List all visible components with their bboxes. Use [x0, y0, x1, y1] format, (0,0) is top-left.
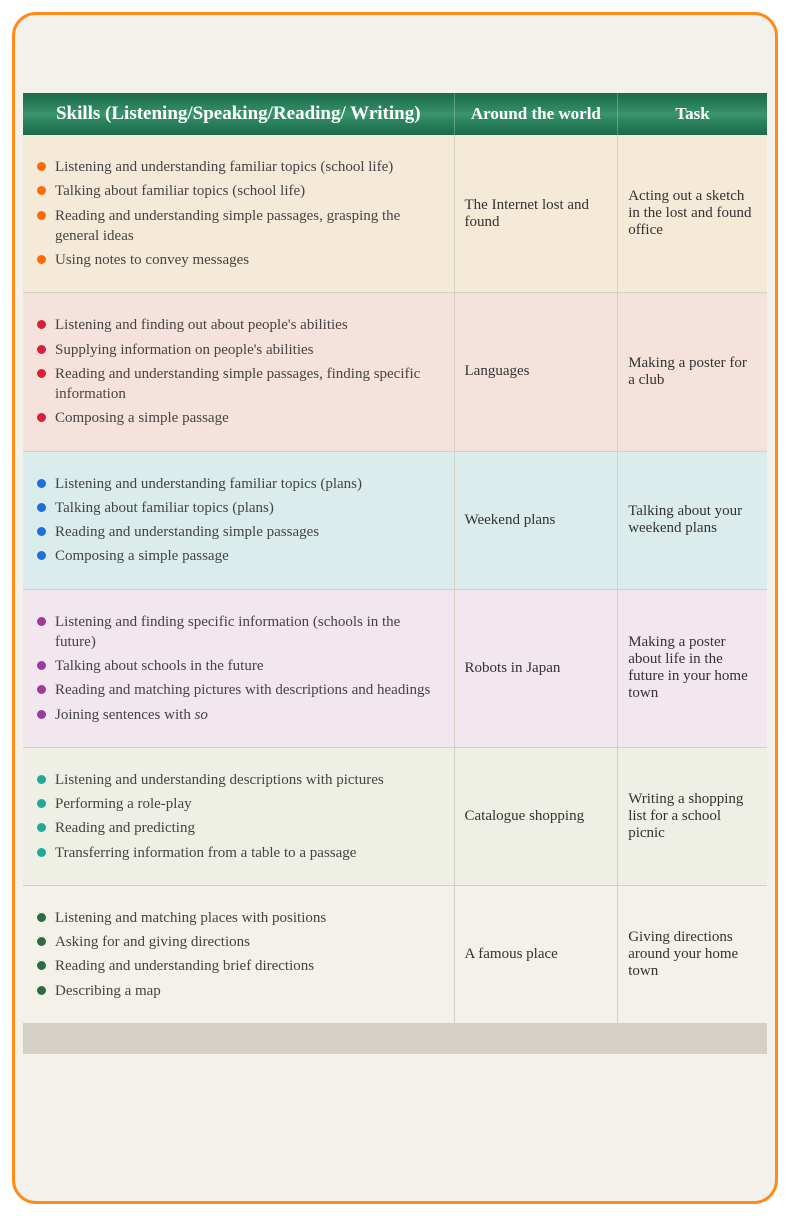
task-cell: Writing a shopping list for a school pic…	[618, 748, 767, 885]
skill-item: Performing a role-play	[35, 794, 444, 814]
task-cell: Acting out a sketch in the lost and foun…	[618, 135, 767, 292]
header-around: Around the world	[455, 93, 619, 135]
skill-item: Using notes to convey messages	[35, 250, 444, 270]
around-cell: Catalogue shopping	[455, 748, 619, 885]
table-body: Listening and understanding familiar top…	[23, 135, 767, 1024]
task-cell: Making a poster for a club	[618, 293, 767, 450]
skill-item: Transferring information from a table to…	[35, 843, 444, 863]
skill-item: Reading and understanding brief directio…	[35, 956, 444, 976]
skill-item: Reading and matching pictures with descr…	[35, 680, 444, 700]
skill-item: Reading and understanding simple passage…	[35, 522, 444, 542]
table-row: Listening and matching places with posit…	[23, 886, 767, 1024]
skills-cell: Listening and understanding familiar top…	[23, 135, 455, 292]
header-task: Task	[618, 93, 767, 135]
skills-cell: Listening and understanding descriptions…	[23, 748, 455, 885]
skill-item: Talking about schools in the future	[35, 656, 444, 676]
around-cell: Languages	[455, 293, 619, 450]
skill-item: Reading and understanding simple passage…	[35, 206, 444, 247]
skill-item: Talking about familiar topics (school li…	[35, 181, 444, 201]
skill-item: Listening and understanding familiar top…	[35, 474, 444, 494]
skill-item: Listening and finding out about people's…	[35, 315, 444, 335]
skill-item: Joining sentences with so	[35, 705, 444, 725]
skill-item: Reading and understanding simple passage…	[35, 364, 444, 405]
skill-item: Supplying information on people's abilit…	[35, 340, 444, 360]
skills-cell: Listening and understanding familiar top…	[23, 452, 455, 589]
around-cell: Weekend plans	[455, 452, 619, 589]
table-row: Listening and understanding descriptions…	[23, 748, 767, 886]
page-inner: Skills (Listening/Speaking/Reading/ Writ…	[23, 93, 767, 1193]
around-cell: Robots in Japan	[455, 590, 619, 747]
skill-item: Listening and matching places with posit…	[35, 908, 444, 928]
table-row: Listening and finding specific informati…	[23, 590, 767, 748]
skill-item: Reading and predicting	[35, 818, 444, 838]
skill-item: Composing a simple passage	[35, 408, 444, 428]
task-cell: Talking about your weekend plans	[618, 452, 767, 589]
around-cell: The Internet lost and found	[455, 135, 619, 292]
skills-cell: Listening and finding out about people's…	[23, 293, 455, 450]
skill-item: Listening and understanding descriptions…	[35, 770, 444, 790]
footer-bar	[23, 1024, 767, 1054]
skills-cell: Listening and matching places with posit…	[23, 886, 455, 1023]
bottom-spacer	[23, 1054, 767, 1134]
table-row: Listening and understanding familiar top…	[23, 135, 767, 293]
skill-item: Listening and finding specific informati…	[35, 612, 444, 653]
around-cell: A famous place	[455, 886, 619, 1023]
page-frame: Skills (Listening/Speaking/Reading/ Writ…	[12, 12, 778, 1204]
task-cell: Giving directions around your home town	[618, 886, 767, 1023]
skill-item: Asking for and giving directions	[35, 932, 444, 952]
table-row: Listening and understanding familiar top…	[23, 452, 767, 590]
table-row: Listening and finding out about people's…	[23, 293, 767, 451]
skill-item: Talking about familiar topics (plans)	[35, 498, 444, 518]
skill-item: Composing a simple passage	[35, 546, 444, 566]
skill-item: Listening and understanding familiar top…	[35, 157, 444, 177]
table-header: Skills (Listening/Speaking/Reading/ Writ…	[23, 93, 767, 135]
skills-cell: Listening and finding specific informati…	[23, 590, 455, 747]
task-cell: Making a poster about life in the future…	[618, 590, 767, 747]
skill-item: Describing a map	[35, 981, 444, 1001]
header-skills: Skills (Listening/Speaking/Reading/ Writ…	[23, 93, 455, 135]
